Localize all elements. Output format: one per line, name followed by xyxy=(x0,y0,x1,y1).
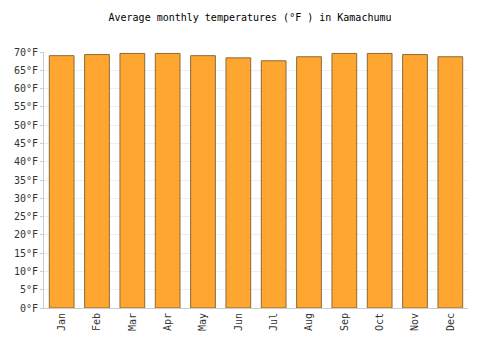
svg-text:0°F: 0°F xyxy=(20,303,38,314)
svg-text:5°F: 5°F xyxy=(20,284,38,295)
svg-text:Feb: Feb xyxy=(91,313,102,331)
svg-text:60°F: 60°F xyxy=(14,83,38,94)
svg-text:Mar: Mar xyxy=(127,313,138,331)
svg-text:35°F: 35°F xyxy=(14,175,38,186)
svg-text:55°F: 55°F xyxy=(14,101,38,112)
svg-text:45°F: 45°F xyxy=(14,138,38,149)
svg-text:Jul: Jul xyxy=(268,313,279,331)
svg-text:Average monthly temperatures (: Average monthly temperatures (°F ) in Ka… xyxy=(109,12,392,23)
svg-text:Apr: Apr xyxy=(162,313,173,331)
svg-text:40°F: 40°F xyxy=(14,156,38,167)
svg-text:Dec: Dec xyxy=(445,313,456,331)
svg-text:Jan: Jan xyxy=(56,313,67,331)
svg-text:25°F: 25°F xyxy=(14,211,38,222)
svg-text:Oct: Oct xyxy=(374,313,385,331)
svg-text:May: May xyxy=(197,313,208,331)
svg-text:50°F: 50°F xyxy=(14,120,38,131)
svg-text:15°F: 15°F xyxy=(14,248,38,259)
svg-text:20°F: 20°F xyxy=(14,229,38,240)
svg-text:70°F: 70°F xyxy=(14,47,38,58)
svg-text:30°F: 30°F xyxy=(14,193,38,204)
svg-text:Aug: Aug xyxy=(303,313,314,331)
svg-text:Nov: Nov xyxy=(409,313,420,331)
svg-text:Sep: Sep xyxy=(339,313,350,331)
svg-text:65°F: 65°F xyxy=(14,65,38,76)
svg-text:10°F: 10°F xyxy=(14,266,38,277)
svg-text:Jun: Jun xyxy=(233,313,244,331)
